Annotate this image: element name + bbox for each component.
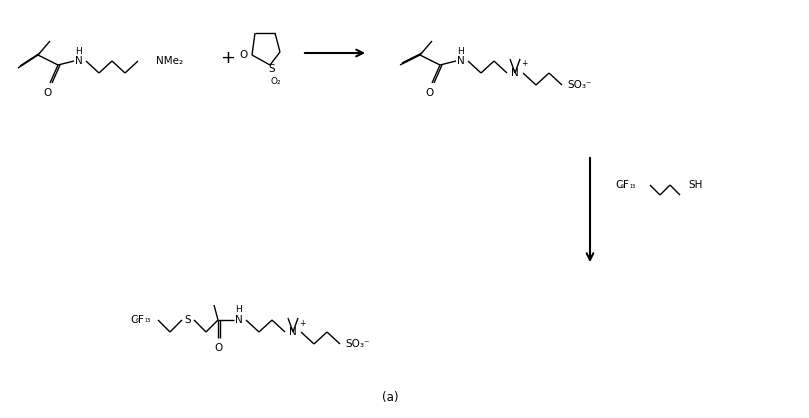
Text: H: H [458, 46, 464, 56]
Text: ₆: ₆ [136, 316, 139, 324]
Text: O: O [44, 88, 52, 98]
Text: H: H [235, 306, 243, 314]
Text: F: F [623, 180, 629, 190]
Text: O: O [240, 50, 248, 60]
Text: NMe₂: NMe₂ [156, 56, 183, 66]
Text: O: O [426, 88, 434, 98]
Text: N: N [511, 68, 519, 78]
Text: SH: SH [688, 180, 702, 190]
Text: ₆: ₆ [621, 181, 624, 189]
Text: N: N [235, 315, 243, 325]
Text: SO₃⁻: SO₃⁻ [567, 80, 591, 90]
Text: C: C [130, 315, 138, 325]
Text: S: S [269, 64, 275, 74]
Text: N: N [289, 327, 297, 337]
Text: F: F [138, 315, 144, 325]
Text: N: N [75, 56, 83, 66]
Text: O₂: O₂ [271, 76, 282, 86]
Text: O: O [215, 343, 223, 353]
Text: +: + [221, 49, 235, 67]
Text: +: + [299, 319, 305, 327]
Text: H: H [75, 46, 83, 56]
Text: S: S [184, 315, 191, 325]
Text: +: + [521, 59, 527, 69]
Text: SO₃⁻: SO₃⁻ [345, 339, 370, 349]
Text: N: N [457, 56, 465, 66]
Text: (a): (a) [382, 392, 398, 405]
Text: ₁₃: ₁₃ [629, 181, 635, 189]
Text: C: C [615, 180, 622, 190]
Text: ₁₃: ₁₃ [144, 316, 150, 324]
